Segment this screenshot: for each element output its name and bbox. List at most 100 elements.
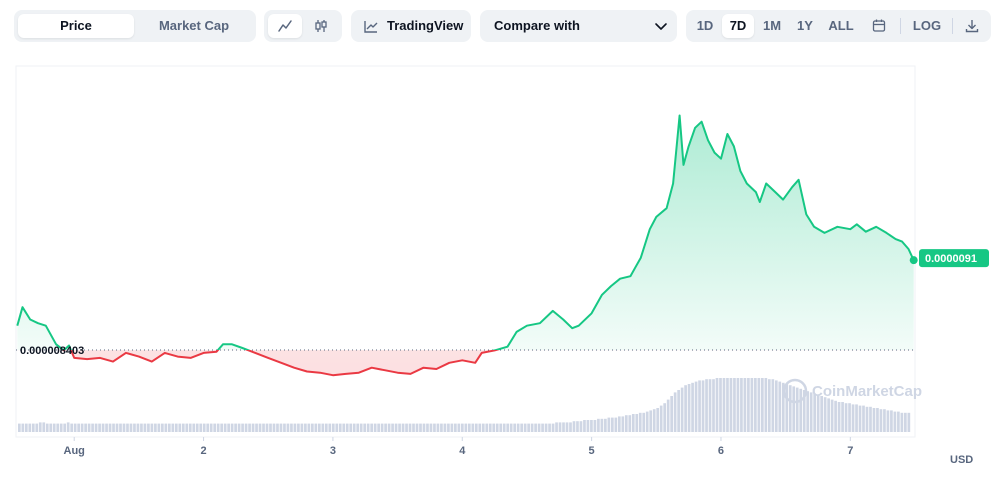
x-tick-label: 3 xyxy=(330,445,336,457)
price-line-below-open xyxy=(61,350,500,377)
volume-bar xyxy=(272,423,276,432)
volume-bar xyxy=(816,394,820,432)
volume-bar xyxy=(213,423,217,432)
volume-bar xyxy=(516,423,520,432)
tradingview-label: TradingView xyxy=(387,18,464,33)
range-1m-button[interactable]: 1M xyxy=(762,18,782,33)
volume-bar xyxy=(42,422,46,432)
volume-bar xyxy=(638,412,642,432)
volume-bar xyxy=(199,423,203,432)
range-1y-button[interactable]: 1Y xyxy=(797,18,813,33)
x-tick-label: 4 xyxy=(459,445,466,457)
market-cap-tab[interactable]: Market Cap xyxy=(158,18,230,33)
volume-bar xyxy=(642,412,646,432)
volume-bar xyxy=(174,423,178,432)
candlestick-icon xyxy=(315,20,327,32)
volume-bar xyxy=(600,418,604,432)
current-price-label: 0.0000091 xyxy=(925,253,977,265)
volume-bar xyxy=(464,423,468,432)
date-range-button[interactable] xyxy=(865,14,893,38)
volume-bar xyxy=(558,422,562,432)
volume-bar xyxy=(813,393,817,432)
volume-bar xyxy=(143,423,147,432)
volume-bar xyxy=(754,378,757,432)
volume-bar xyxy=(283,423,286,432)
volume-bar xyxy=(677,390,680,432)
volume-bar xyxy=(869,406,872,432)
volume-bar xyxy=(311,423,314,432)
volume-bar xyxy=(185,423,189,432)
volume-bar xyxy=(342,423,346,432)
candlestick-chart-button[interactable] xyxy=(304,14,338,38)
volume-bar xyxy=(356,423,360,432)
volume-bar xyxy=(848,403,851,432)
chevron-down-icon xyxy=(655,23,667,30)
volume-bar xyxy=(904,412,907,432)
volume-bar xyxy=(209,423,213,432)
line-chart-icon xyxy=(278,20,292,32)
volume-bar xyxy=(631,414,635,432)
compare-with-select[interactable]: Compare with xyxy=(480,10,677,42)
volume-bar xyxy=(331,423,335,432)
volume-bar xyxy=(244,423,248,432)
volume-bar xyxy=(324,423,328,432)
volume-bar xyxy=(576,421,579,432)
volume-bar xyxy=(527,423,530,432)
volume-bar xyxy=(740,378,743,432)
volume-bar xyxy=(827,398,830,432)
volume-bar xyxy=(509,423,513,432)
range-all-button[interactable]: ALL xyxy=(828,18,854,33)
volume-bar xyxy=(666,399,670,432)
volume-bar xyxy=(181,423,185,432)
volume-bar xyxy=(136,423,140,432)
x-tick-label: 5 xyxy=(589,445,595,457)
volume-bar xyxy=(705,379,708,432)
volume-bar xyxy=(276,423,279,432)
volume-bar xyxy=(492,423,496,432)
log-scale-button[interactable]: LOG xyxy=(912,18,942,33)
volume-bar xyxy=(855,404,858,432)
volume-bar xyxy=(635,414,639,432)
range-1d-button[interactable]: 1D xyxy=(696,18,714,33)
volume-bar xyxy=(454,423,457,432)
volume-bar xyxy=(248,423,251,432)
volume-bar xyxy=(297,423,300,432)
volume-bar xyxy=(781,382,785,432)
volume-bar xyxy=(747,378,750,432)
volume-bar xyxy=(31,423,35,432)
volume-bar xyxy=(764,378,768,432)
volume-bar xyxy=(523,423,527,432)
volume-bar xyxy=(115,423,119,432)
volume-bar xyxy=(35,423,39,432)
range-selector: 1D 7D 1M 1Y ALL LOG xyxy=(686,10,991,42)
watermark-text: CoinMarketCap xyxy=(812,383,922,400)
volume-bar xyxy=(258,423,262,432)
tradingview-button[interactable]: TradingView xyxy=(351,10,471,42)
download-button[interactable] xyxy=(958,14,986,38)
volume-bar xyxy=(806,391,810,432)
coinmarketcap-watermark: CoinMarketCap xyxy=(782,378,922,404)
volume-bar xyxy=(457,423,461,432)
volume-bar xyxy=(879,409,883,432)
volume-bar xyxy=(708,379,712,432)
volume-bar xyxy=(617,416,621,432)
price-marketcap-toggle: Price Market Cap xyxy=(14,10,256,42)
volume-bar xyxy=(412,423,415,432)
volume-bar xyxy=(593,420,597,432)
volume-bar xyxy=(202,423,206,432)
volume-bar xyxy=(551,423,555,432)
volume-bar xyxy=(328,423,332,432)
volume-bar xyxy=(467,423,471,432)
volume-bar xyxy=(862,405,865,432)
volume-bar xyxy=(572,421,576,432)
volume-bar xyxy=(349,423,353,432)
volume-bar xyxy=(778,381,782,432)
volume-bars xyxy=(18,378,911,432)
volume-bar xyxy=(736,378,740,432)
toolbar-divider xyxy=(952,18,953,34)
volume-bar xyxy=(795,387,799,432)
line-chart-button[interactable] xyxy=(268,14,302,38)
range-7d-button[interactable]: 7D xyxy=(722,14,754,38)
price-tab[interactable]: Price xyxy=(18,14,134,38)
volume-bar xyxy=(788,385,792,432)
